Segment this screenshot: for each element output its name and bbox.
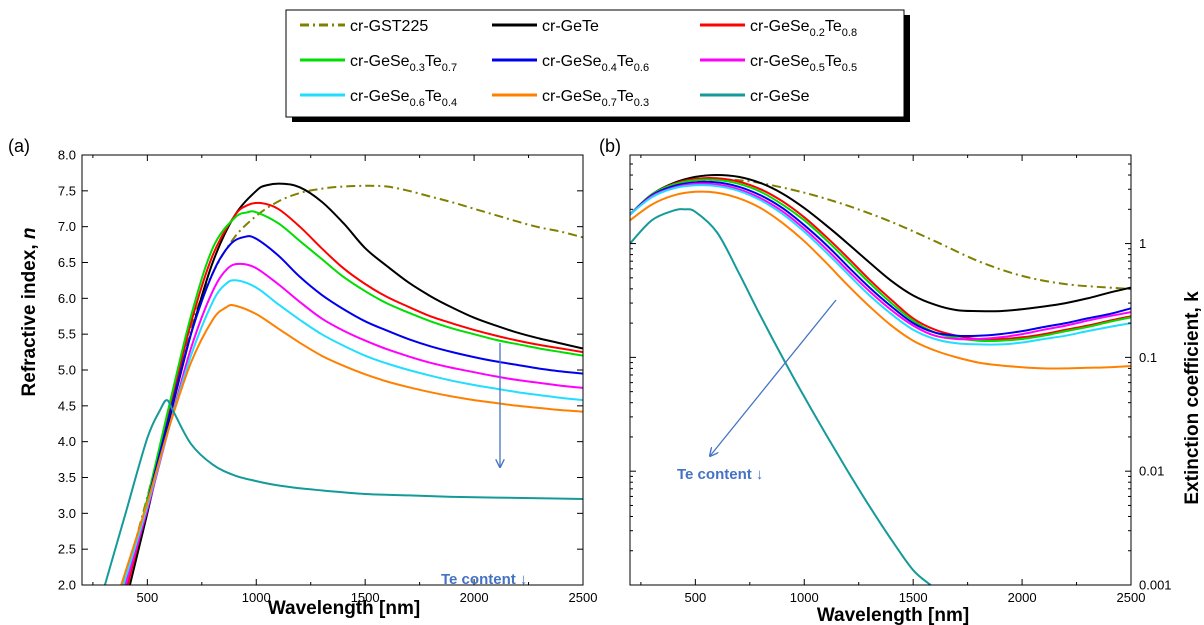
y-axis-label-b: Extinction coefficient, k — [1182, 291, 1203, 505]
y-tick-label: 6.0 — [58, 291, 76, 306]
x-tick-label: 1000 — [242, 590, 271, 605]
y-tick-label: 5.0 — [58, 363, 76, 378]
y-tick-label: 5.5 — [58, 327, 76, 342]
legend: cr-GST225 cr-GeTe cr-GeSe0.2Te0.8 cr-GeSe0.… — [285, 9, 910, 122]
y-tick-label: 3.5 — [58, 470, 76, 485]
legend-label: cr-GeSe0.5Te0.5 — [750, 53, 857, 74]
series-cr-GeSe0.4Te0.6 — [630, 180, 1131, 337]
y-tick-label: 8.0 — [58, 148, 76, 163]
x-tick-label: 2000 — [1008, 590, 1037, 605]
y-tick-label: 0.001 — [1139, 578, 1172, 593]
series-cr-GeSe — [630, 208, 932, 585]
x-tick-label: 1500 — [351, 590, 380, 605]
plot-frame — [629, 154, 1132, 586]
y-tick-label: 1 — [1139, 236, 1146, 251]
x-tick-label: 1500 — [899, 590, 928, 605]
y-axis-label-a: Refractive index, n — [19, 228, 40, 397]
legend-label: cr-GeSe0.4Te0.6 — [542, 53, 649, 74]
series-cr-GeSe0.3Te0.7 — [124, 210, 583, 585]
y-tick-label: 7.5 — [58, 183, 76, 198]
y-tick-label: 2.0 — [58, 578, 76, 593]
y-tick-label: 4.5 — [58, 398, 76, 413]
series-cr-GeSe0.2Te0.8 — [126, 201, 583, 585]
legend-label: cr-GeSe0.3Te0.7 — [350, 53, 457, 74]
series-cr-GeSe0.4Te0.6 — [124, 235, 583, 585]
series-cr-GeSe0.5Te0.5 — [630, 182, 1131, 341]
x-tick-label: 2500 — [569, 590, 598, 605]
y-tick-label: 0.1 — [1139, 350, 1157, 365]
series-cr-GeTe — [630, 173, 1131, 313]
y-tick-label: 0.01 — [1139, 464, 1164, 479]
series-cr-GeTe — [128, 182, 583, 585]
y-tick-label: 6.5 — [58, 255, 76, 270]
annotation-b: Te content ↓ — [677, 466, 763, 483]
series-cr-GeSe0.2Te0.8 — [630, 177, 1131, 341]
panel-label-b: (b) — [599, 136, 621, 156]
x-tick-label: 2000 — [460, 590, 489, 605]
series-cr-GeSe0.6Te0.4 — [630, 184, 1131, 346]
x-axis-label-a: Wavelength [nm] — [268, 598, 420, 619]
y-tick-label: 7.0 — [58, 219, 76, 234]
x-tick-label: 500 — [136, 590, 158, 605]
y-tick-label: 4.0 — [58, 434, 76, 449]
series-cr-GeSe — [103, 399, 583, 585]
legend-label: cr-GeSe — [750, 88, 810, 105]
series-cr-GST225 — [122, 184, 583, 585]
legend-label: cr-GeTe — [542, 18, 599, 35]
series-cr-GeSe0.7Te0.3 — [630, 190, 1131, 370]
x-tick-label: 500 — [684, 590, 706, 605]
x-axis-label-b: Wavelength [nm] — [817, 605, 969, 625]
legend-label: cr-GeSe0.6Te0.4 — [350, 88, 457, 109]
legend-label: cr-GST225 — [350, 18, 428, 35]
plot-b: 500 1000 1500 2000 2500 1 0.1 0.01 0.001 — [629, 154, 1172, 605]
panel-label-a: (a) — [8, 136, 30, 156]
legend-box — [285, 9, 905, 118]
legend-label: cr-GeSe0.2Te0.8 — [750, 18, 857, 39]
legend-label: cr-GeSe0.7Te0.3 — [542, 88, 649, 109]
annotation-arrow-b — [710, 299, 837, 456]
y-tick-label: 3.0 — [58, 506, 76, 521]
x-tick-label: 2500 — [1117, 590, 1146, 605]
series-cr-GeSe0.3Te0.7 — [630, 178, 1131, 342]
x-tick-label: 1000 — [790, 590, 819, 605]
plot-a: 500 1000 1500 2000 2500 2.0 2.5 3.0 3.5 4.0 4.5 5.0… — [58, 148, 598, 606]
annotation-a: Te content ↓ — [441, 571, 527, 588]
y-tick-label: 2.5 — [58, 542, 76, 557]
